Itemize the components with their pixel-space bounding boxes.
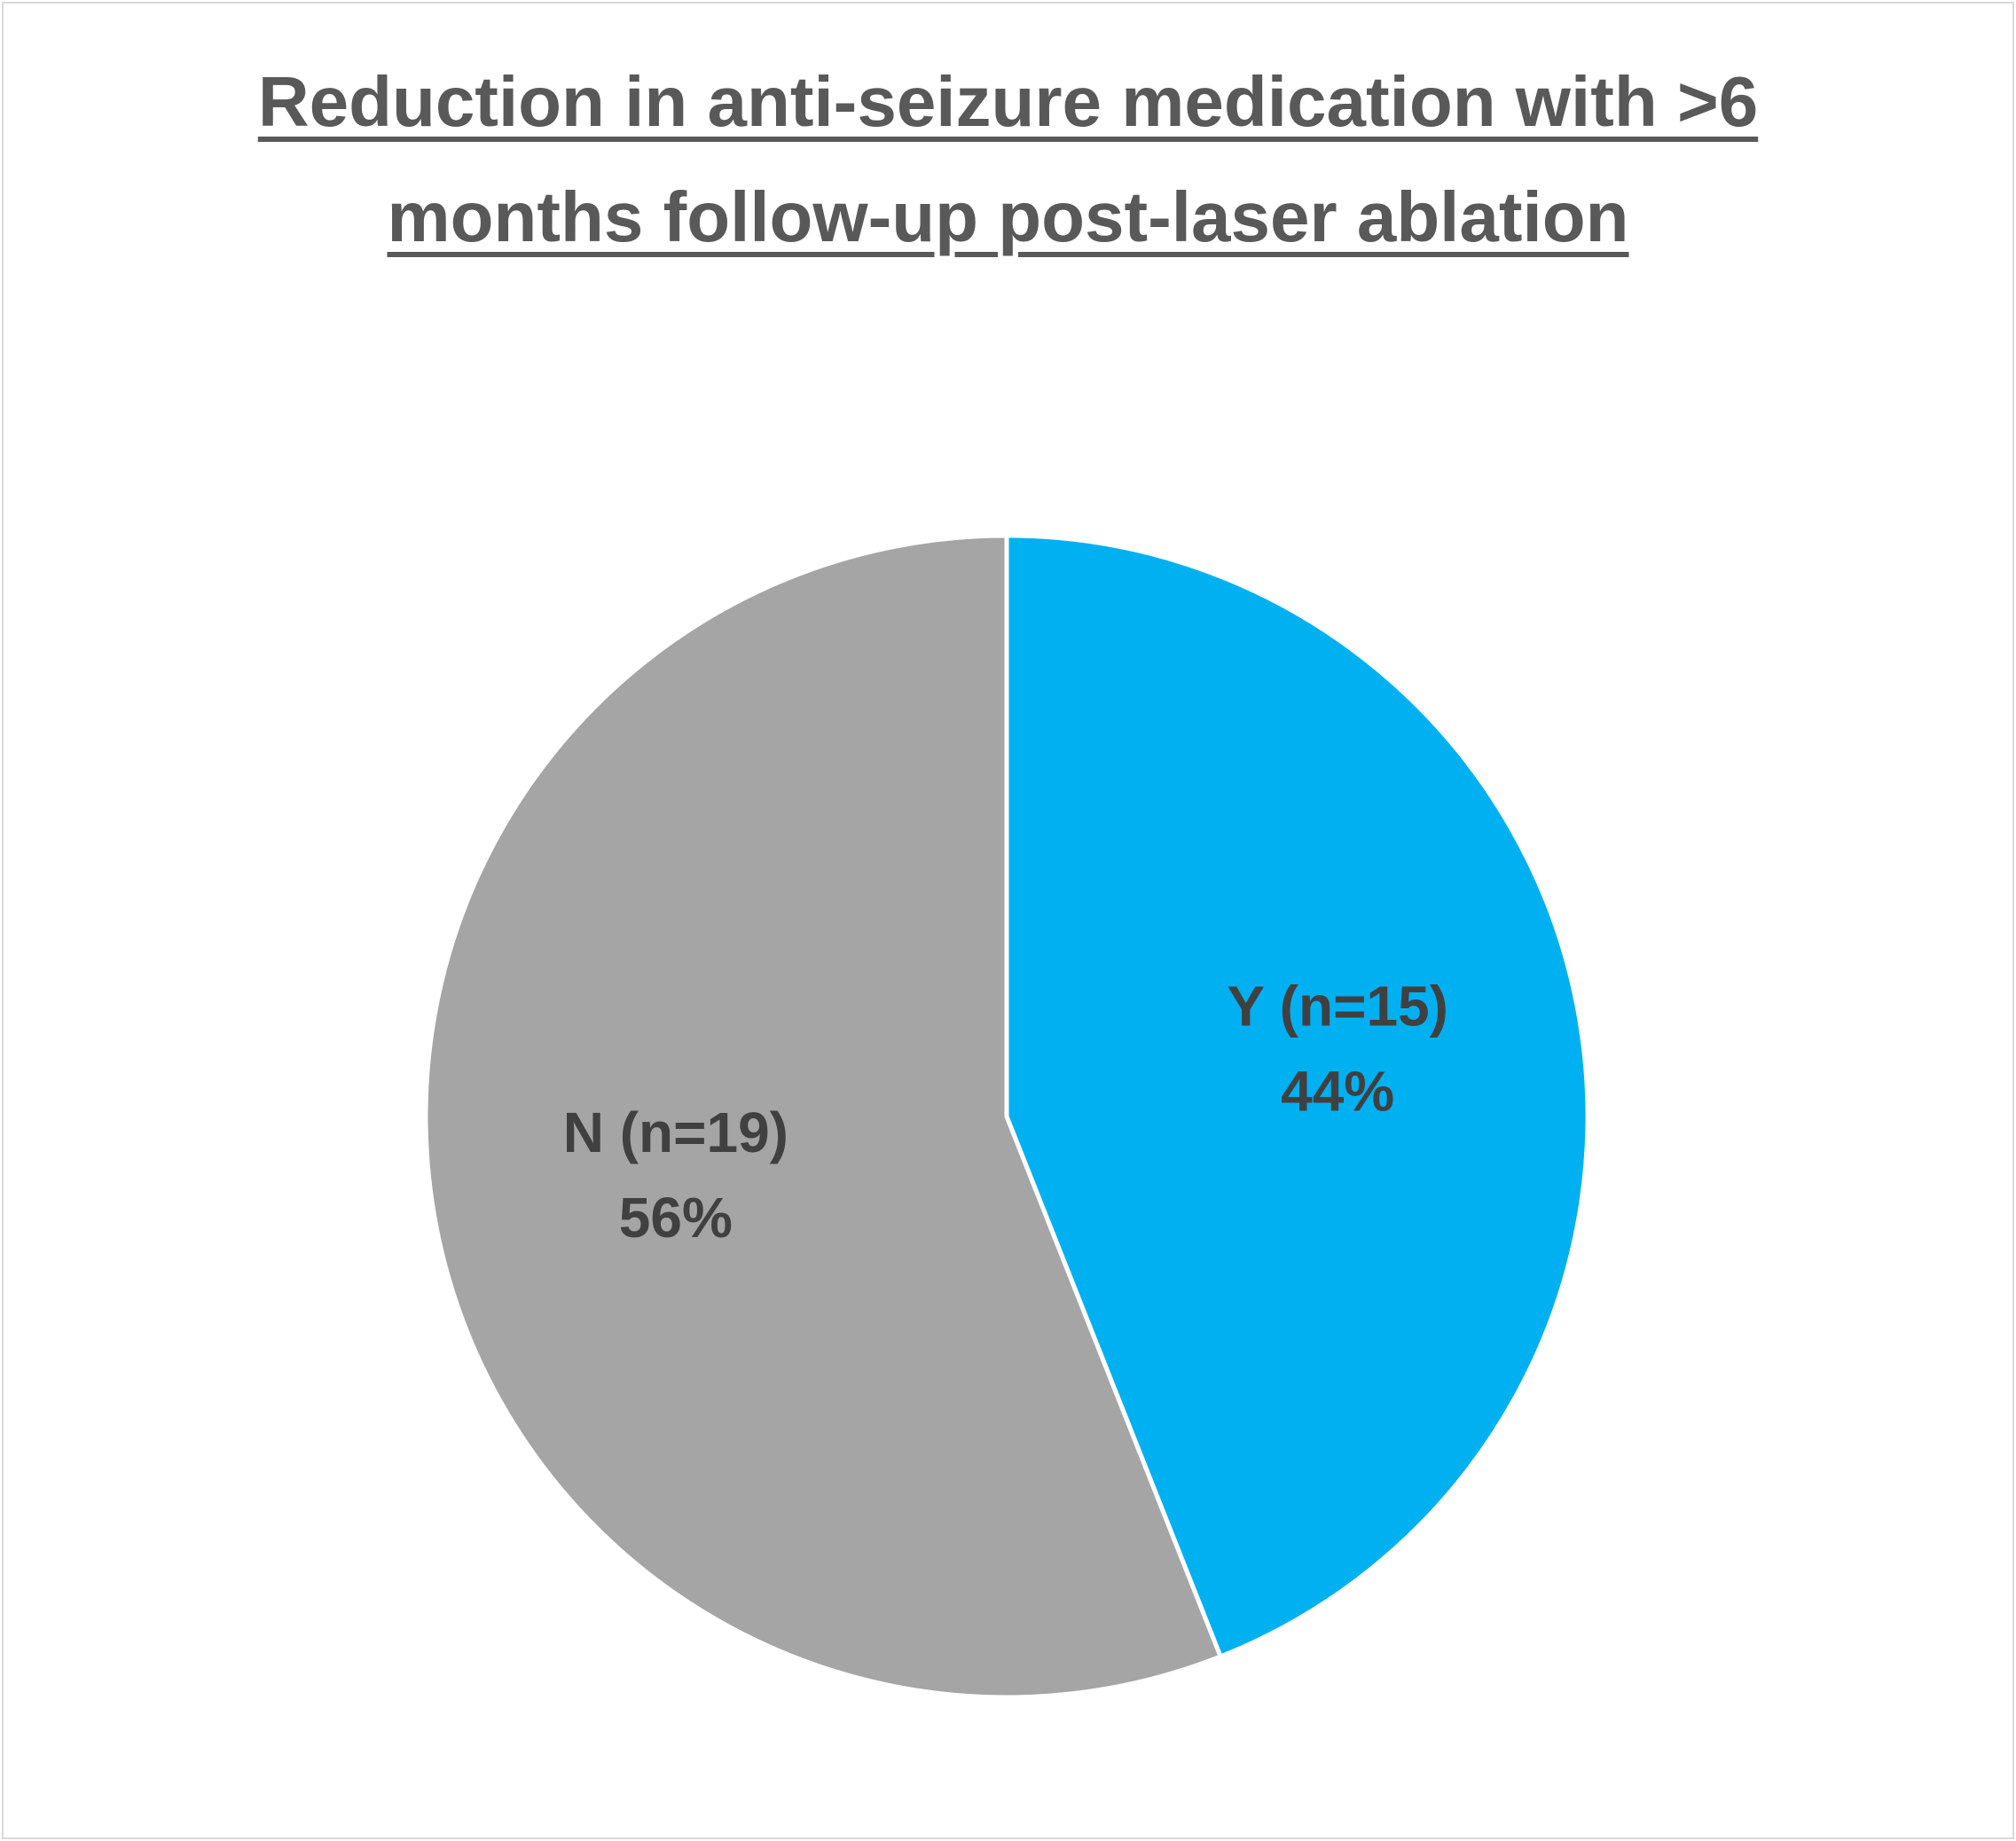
slice-value-label: 44%	[1281, 1060, 1394, 1124]
chart-title: Reduction in anti-seizure medication wit…	[257, 62, 1759, 256]
pie-slice	[1004, 533, 1590, 1659]
slice-category-label: N (n=19)	[563, 1101, 788, 1164]
slice-value-label: 56%	[619, 1186, 733, 1250]
slice-category-label: Y (n=15)	[1227, 975, 1448, 1038]
pie-slice	[423, 533, 1223, 1700]
